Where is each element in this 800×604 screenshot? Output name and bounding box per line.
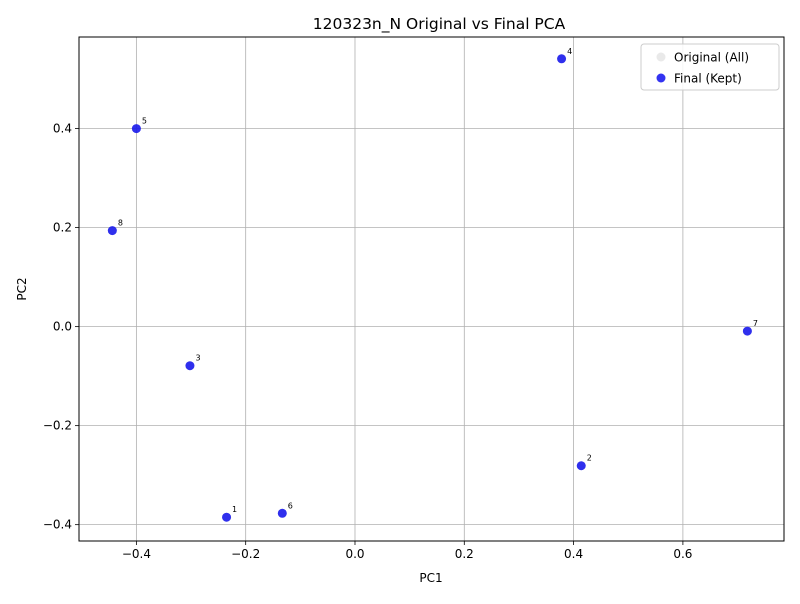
point-label: 4	[567, 47, 572, 56]
chart-title: 120323n_N Original vs Final PCA	[313, 15, 566, 34]
point-label: 6	[288, 501, 293, 510]
axis-ticks: −0.4 −0.2 0.0 0.2 0.4 0.6 −0.4 −0.2 0.0 0.2 0.4	[43, 122, 693, 561]
x-tick-label: 0.6	[673, 547, 692, 561]
data-points: 1 2 3 4 5 6 7 8	[107, 47, 758, 522]
point-label: 1	[232, 505, 237, 514]
x-tick-label: −0.4	[122, 547, 151, 561]
grid-lines	[79, 37, 784, 541]
legend-label-original: Original (All)	[674, 51, 749, 65]
y-tick-label: −0.2	[43, 419, 72, 433]
point-label: 3	[195, 354, 200, 363]
legend-marker-original	[656, 52, 666, 62]
final-point	[107, 226, 117, 236]
x-tick-label: 0.2	[455, 547, 474, 561]
final-point	[185, 361, 195, 371]
point-label: 5	[142, 117, 147, 126]
x-axis-label: PC1	[419, 571, 442, 585]
legend: Original (All) Final (Kept)	[640, 43, 780, 91]
y-tick-label: 0.2	[53, 221, 72, 235]
final-point	[222, 512, 232, 522]
legend-marker-final	[656, 73, 666, 83]
legend-label-final: Final (Kept)	[674, 72, 742, 86]
x-tick-label: 0.4	[564, 547, 583, 561]
plot-frame	[78, 36, 785, 542]
final-point	[131, 124, 141, 134]
y-tick-label: 0.0	[53, 320, 72, 334]
y-tick-label: −0.4	[43, 518, 72, 532]
final-point	[277, 508, 287, 518]
legend-box	[640, 43, 780, 91]
point-label: 2	[587, 454, 592, 463]
final-point	[557, 54, 567, 64]
point-label: 8	[118, 219, 123, 228]
y-tick-label: 0.4	[53, 122, 72, 136]
x-tick-label: 0.0	[345, 547, 364, 561]
y-axis-label: PC2	[15, 277, 29, 300]
point-label: 7	[753, 319, 758, 328]
final-point	[576, 461, 586, 471]
x-tick-label: −0.2	[231, 547, 260, 561]
final-point	[742, 326, 752, 336]
